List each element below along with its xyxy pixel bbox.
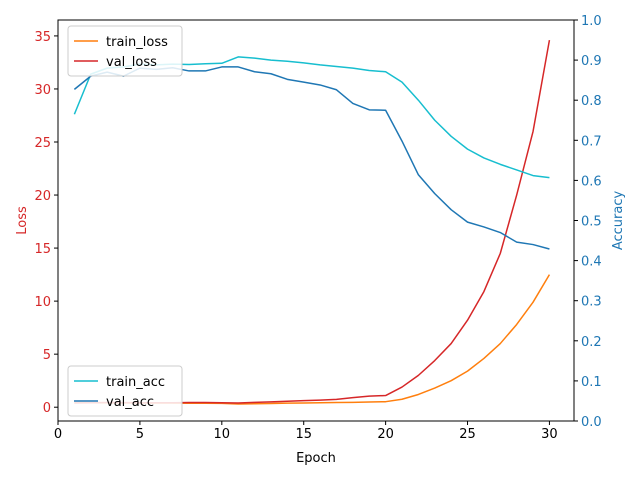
y-left-tick-label: 10 bbox=[34, 295, 51, 310]
y-left-tick-label: 35 bbox=[34, 30, 51, 45]
y-left-tick-label: 0 bbox=[43, 401, 51, 416]
x-axis: 0 5 10 15 20 25 30 bbox=[54, 421, 558, 442]
y-left-tick-label: 30 bbox=[34, 83, 51, 98]
y-right-tick-label: 0.4 bbox=[581, 255, 602, 270]
y-axis-right-title: Accuracy bbox=[611, 191, 626, 251]
y-left-tick-label: 20 bbox=[34, 189, 51, 204]
x-tick-label: 25 bbox=[459, 427, 476, 442]
legend-label-val-loss: val_loss bbox=[106, 55, 157, 70]
x-tick-label: 20 bbox=[377, 427, 394, 442]
y-right-tick-label: 0.8 bbox=[581, 94, 602, 109]
y-right-tick-label: 0.3 bbox=[581, 295, 602, 310]
plot-lines bbox=[73, 40, 551, 405]
legend-box bbox=[67, 365, 183, 417]
y-left-tick-label: 5 bbox=[43, 348, 51, 363]
y-right-tick-label: 0.0 bbox=[581, 415, 602, 430]
y-right-tick-label: 0.7 bbox=[581, 134, 602, 149]
plot-frame bbox=[57, 19, 575, 422]
x-axis-title: Epoch bbox=[296, 451, 336, 466]
series-line-val-acc bbox=[73, 66, 550, 250]
x-tick-label: 10 bbox=[214, 427, 231, 442]
y-right-tick-label: 0.2 bbox=[581, 335, 602, 350]
x-tick-label: 0 bbox=[54, 427, 62, 442]
x-tick-label: 30 bbox=[541, 427, 558, 442]
y-left-tick-label: 25 bbox=[34, 136, 51, 151]
legend-label-val-acc: val_acc bbox=[106, 395, 154, 410]
y-right-tick-label: 0.1 bbox=[581, 375, 602, 390]
legend-label-train-acc: train_acc bbox=[106, 375, 165, 390]
x-tick-label: 5 bbox=[136, 427, 144, 442]
y-right-tick-label: 0.9 bbox=[581, 54, 602, 69]
y-left-tick-label: 15 bbox=[34, 242, 51, 257]
y-axis-right: 0.0 0.1 0.2 0.3 0.4 0.5 0.6 0.7 0.8 0.9 1.0 bbox=[574, 14, 602, 430]
y-axis-left: 0 5 10 15 20 25 30 35 bbox=[34, 30, 58, 416]
y-right-tick-label: 1.0 bbox=[581, 14, 602, 29]
legend-loss: train_loss val_loss bbox=[67, 25, 183, 77]
legend-box bbox=[67, 25, 183, 77]
y-right-tick-label: 0.5 bbox=[581, 215, 602, 230]
legend-label-train-loss: train_loss bbox=[106, 35, 168, 50]
legend-accuracy: train_acc val_acc bbox=[67, 365, 183, 417]
series-line-val-loss bbox=[74, 40, 551, 404]
x-tick-label: 15 bbox=[295, 427, 312, 442]
y-axis-left-title: Loss bbox=[15, 206, 30, 235]
y-right-tick-label: 0.6 bbox=[581, 174, 602, 189]
